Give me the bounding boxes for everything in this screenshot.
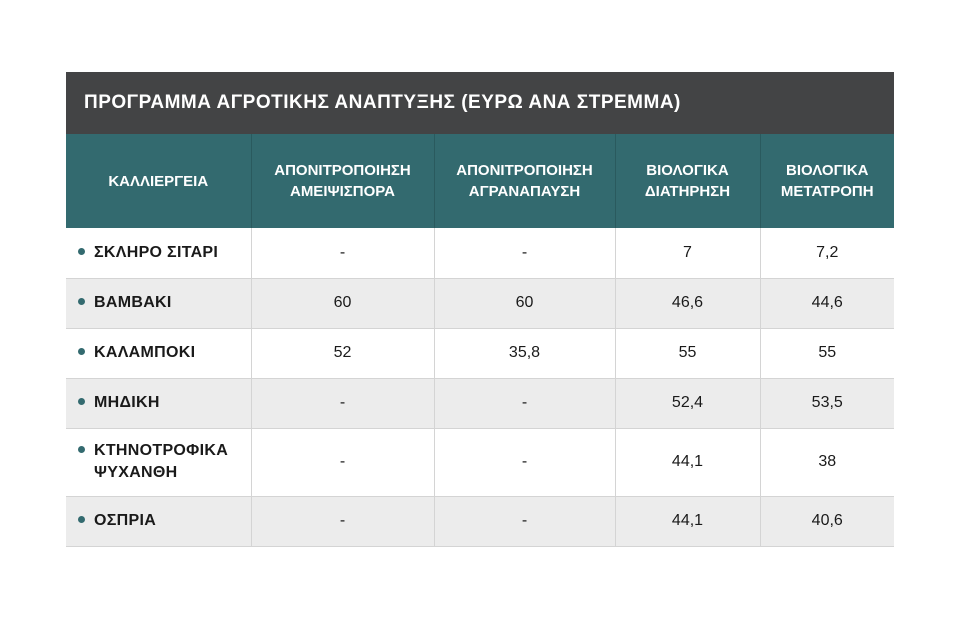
crop-name: ΜΗΔΙΚΗ	[94, 394, 160, 411]
header-crop-label: ΚΑΛΛΙΕΡΓΕΙΑ	[108, 172, 209, 190]
header-denitrification-fallow: ΑΠΟΝΙΤΡΟΠΟΙΗΣΗ ΑΓΡΑΝΑΠΑΥΣΗ	[434, 134, 616, 228]
table-row: ΚΑΛΑΜΠΟΚΙ 52 35,8 55 55	[66, 328, 894, 379]
bullet-icon	[78, 348, 85, 355]
value-cell: 35,8	[434, 328, 616, 379]
table-header: ΚΑΛΛΙΕΡΓΕΙΑ ΑΠΟΝΙΤΡΟΠΟΙΗΣΗ ΑΜΕΙΨΙΣΠΟΡΑ Α…	[66, 134, 894, 228]
crop-name: ΚΤΗΝΟΤΡΟΦΙΚΑ ΨΥΧΑΝΘΗ	[94, 440, 228, 484]
header-organic-conversion: ΒΙΟΛΟΓΙΚΑ ΜΕΤΑΤΡΟΠΗ	[760, 134, 894, 228]
value-cell: -	[434, 428, 616, 497]
value-cell: 60	[251, 278, 435, 329]
crop-name-line: ΚΤΗΝΟΤΡΟΦΙΚΑ	[94, 442, 229, 459]
value-cell: -	[251, 228, 435, 279]
value-cell: -	[434, 228, 616, 279]
value-cell: 38	[760, 428, 894, 497]
subsidy-table-panel: ΠΡΟΓΡΑΜΜΑ ΑΓΡΟΤΙΚΗΣ ΑΝΑΠΤΥΞΗΣ (ΕΥΡΩ ΑΝΑ …	[66, 72, 894, 547]
crop-cell: ΜΗΔΙΚΗ	[66, 378, 252, 429]
table-row: ΒΑΜΒΑΚΙ 60 60 46,6 44,6	[66, 278, 894, 329]
header-line: ΑΠΟΝΙΤΡΟΠΟΙΗΣΗ	[274, 162, 411, 179]
crop-name: ΟΣΠΡΙΑ	[94, 512, 157, 529]
value-cell: 52,4	[615, 378, 761, 429]
table-row: ΚΤΗΝΟΤΡΟΦΙΚΑ ΨΥΧΑΝΘΗ - - 44,1 38	[66, 428, 894, 497]
value-cell: 55	[615, 328, 761, 379]
crop-cell: ΟΣΠΡΙΑ	[66, 496, 252, 547]
value-cell: 44,1	[615, 428, 761, 497]
table-body: ΣΚΛΗΡΟ ΣΙΤΑΡΙ - - 7 7,2 ΒΑΜΒΑΚΙ 60 60 46…	[66, 228, 894, 547]
table-row: ΣΚΛΗΡΟ ΣΙΤΑΡΙ - - 7 7,2	[66, 228, 894, 279]
value-cell: 52	[251, 328, 435, 379]
table-title: ΠΡΟΓΡΑΜΜΑ ΑΓΡΟΤΙΚΗΣ ΑΝΑΠΤΥΞΗΣ (ΕΥΡΩ ΑΝΑ …	[66, 72, 894, 134]
crop-name-line: ΨΥΧΑΝΘΗ	[94, 464, 178, 481]
value-cell: -	[251, 428, 435, 497]
crop-cell: ΣΚΛΗΡΟ ΣΙΤΑΡΙ	[66, 228, 252, 279]
bullet-icon	[78, 516, 85, 523]
value-cell: -	[251, 378, 435, 429]
header-denitrification-rotation: ΑΠΟΝΙΤΡΟΠΟΙΗΣΗ ΑΜΕΙΨΙΣΠΟΡΑ	[251, 134, 435, 228]
header-line: ΔΙΑΤΗΡΗΣΗ	[644, 183, 731, 200]
header-line: ΑΓΡΑΝΑΠΑΥΣΗ	[468, 183, 581, 200]
value-cell: -	[251, 496, 435, 547]
value-cell: 7,2	[760, 228, 894, 279]
table-row: ΟΣΠΡΙΑ - - 44,1 40,6	[66, 496, 894, 547]
header-row: ΚΑΛΛΙΕΡΓΕΙΑ ΑΠΟΝΙΤΡΟΠΟΙΗΣΗ ΑΜΕΙΨΙΣΠΟΡΑ Α…	[66, 134, 894, 228]
crop-cell: ΚΤΗΝΟΤΡΟΦΙΚΑ ΨΥΧΑΝΘΗ	[66, 428, 252, 497]
value-cell: 7	[615, 228, 761, 279]
bullet-icon	[78, 298, 85, 305]
header-line: ΒΙΟΛΟΓΙΚΑ	[786, 162, 869, 179]
bullet-icon	[78, 247, 85, 255]
value-cell: -	[434, 496, 616, 547]
table-row: ΜΗΔΙΚΗ - - 52,4 53,5	[66, 378, 894, 429]
bullet-icon	[78, 446, 85, 453]
subsidy-table: ΚΑΛΛΙΕΡΓΕΙΑ ΑΠΟΝΙΤΡΟΠΟΙΗΣΗ ΑΜΕΙΨΙΣΠΟΡΑ Α…	[66, 134, 894, 547]
crop-name: ΣΚΛΗΡΟ ΣΙΤΑΡΙ	[94, 243, 219, 261]
value-cell: 55	[760, 328, 894, 379]
value-cell: 46,6	[615, 278, 761, 329]
header-crop: ΚΑΛΛΙΕΡΓΕΙΑ	[66, 134, 252, 228]
crop-cell: ΒΑΜΒΑΚΙ	[66, 278, 252, 329]
header-line: ΑΠΟΝΙΤΡΟΠΟΙΗΣΗ	[456, 162, 593, 179]
value-cell: 44,1	[615, 496, 761, 547]
header-organic-maintenance: ΒΙΟΛΟΓΙΚΑ ΔΙΑΤΗΡΗΣΗ	[615, 134, 761, 228]
value-cell: 44,6	[760, 278, 894, 329]
value-cell: 40,6	[760, 496, 894, 547]
value-cell: 60	[434, 278, 616, 329]
header-line: ΜΕΤΑΤΡΟΠΗ	[780, 183, 874, 200]
value-cell: -	[434, 378, 616, 429]
crop-cell: ΚΑΛΑΜΠΟΚΙ	[66, 328, 252, 379]
value-cell: 53,5	[760, 378, 894, 429]
bullet-icon	[78, 398, 85, 405]
crop-name: ΒΑΜΒΑΚΙ	[94, 294, 172, 311]
header-line: ΑΜΕΙΨΙΣΠΟΡΑ	[289, 183, 396, 200]
header-line: ΒΙΟΛΟΓΙΚΑ	[646, 162, 729, 179]
crop-name: ΚΑΛΑΜΠΟΚΙ	[94, 344, 196, 361]
